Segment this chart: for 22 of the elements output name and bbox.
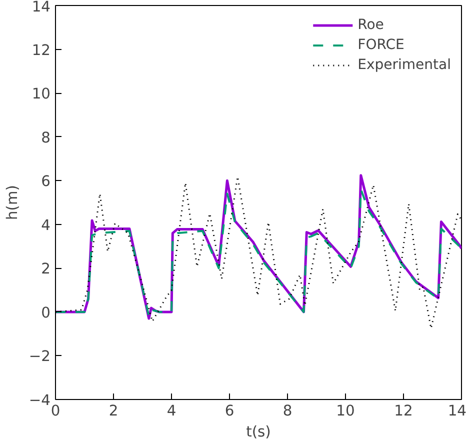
y-tick-label: 4 [41,216,51,234]
y-tick-label: 10 [32,86,51,103]
y-tick-label: −2 [28,348,51,366]
y-tick-label: 8 [41,129,51,146]
y-tick-label: 0 [41,304,51,322]
x-tick-label: 12 [394,402,413,420]
x-tick-label: 10 [336,402,355,420]
x-tick-label: 14 [448,402,466,420]
y-tick-label: 14 [32,0,51,16]
legend-label: Experimental [358,57,451,73]
y-tick-label: 12 [32,42,51,59]
x-tick-label: 2 [108,402,118,420]
y-tick-label: −4 [28,392,51,409]
legend-label: FORCE [358,37,404,53]
y-axis-title: h(m) [4,184,21,220]
x-tick-label: 6 [224,402,234,420]
y-tick-label: 2 [41,260,51,278]
x-tick-label: 8 [282,402,292,420]
legend-label: Roe [358,17,384,33]
x-axis-title: t(s) [246,424,271,440]
y-tick-label: 6 [41,173,51,190]
x-tick-label: 4 [166,402,176,420]
